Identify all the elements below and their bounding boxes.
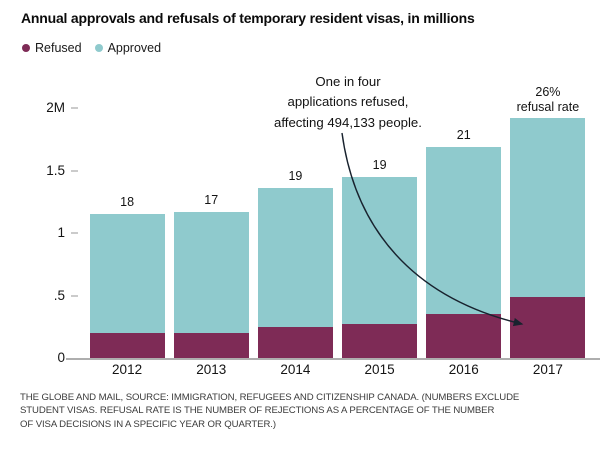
chart-title: Annual approvals and refusals of tempora… [21,10,475,26]
x-axis-line [66,357,600,360]
y-axis-tick-mark [71,169,78,172]
annotation-line-3: affecting 494,133 people. [274,114,422,130]
bar-segment-approved-2013 [173,211,249,333]
x-axis-label-2015: 2015 [364,362,395,377]
bar-value-label-2014: 19 [288,169,303,183]
y-axis-tick-label: 2M [46,100,65,115]
bar-segment-refused-2017 [510,296,586,358]
source-note-line-1: THE GLOBE AND MAIL, SOURCE: IMMIGRATION,… [20,392,520,403]
bar-segment-refused-2014 [257,326,333,358]
y-axis-tick-mark [71,107,78,109]
bar-segment-approved-2015 [342,176,418,325]
bar-segment-refused-2016 [426,314,502,358]
bar-value-label-2015: 19 [372,157,387,172]
refused-swatch-icon [22,44,30,52]
refusal-rate-label-line: 26% [535,85,561,99]
legend-item-approved: Approved [94,41,162,55]
source-note-line-2: STUDENT VISAS. REFUSAL RATE IS THE NUMBE… [20,405,495,417]
y-axis-tick-label: 0 [57,350,65,365]
y-axis-tick-mark [71,232,78,234]
y-axis-tick-label: 1 [57,225,65,240]
bar-segment-refused-2012 [89,333,165,358]
source-note-line-3: OF VISA DECISIONS IN A SPECIFIC YEAR OR … [20,418,276,430]
bar-segment-refused-2015 [342,324,418,358]
x-axis-label-2017: 2017 [532,362,563,377]
bar-value-label-2013: 17 [204,192,219,207]
bar-segment-approved-2012 [89,214,165,333]
source-note: THE GLOBE AND MAIL, SOURCE: IMMIGRATION,… [20,391,608,431]
bar-segment-approved-2016 [426,146,502,315]
legend-item-refused: Refused [22,41,82,55]
y-axis-tick-mark [71,294,78,297]
annotation-line-1: One in four [315,74,381,89]
bar-segment-refused-2013 [173,333,249,358]
legend: Refused Approved [22,41,174,55]
x-axis-label-2012: 2012 [112,362,143,377]
approved-swatch-icon [94,44,103,52]
y-axis-tick-label: .5 [53,287,65,303]
legend-label-refused: Refused [35,41,82,55]
bar-value-label-2012: 18 [120,195,135,210]
x-axis-label-2013: 2013 [196,362,227,377]
x-axis-label-2016: 2016 [448,362,479,377]
refusal-rate-label: 26% refusal rate [498,85,597,114]
legend-label-approved: Approved [107,41,162,55]
bar-segment-approved-2017 [510,118,586,297]
y-axis-tick-label: 1.5 [46,162,65,178]
refusal-rate-label-line: refusal rate [516,99,580,114]
x-axis-label-2014: 2014 [280,362,311,377]
annotation-text: One in four applications refused, affect… [238,72,458,133]
annotation-line-2: applications refused, [287,94,409,110]
bar-segment-approved-2014 [257,188,333,327]
